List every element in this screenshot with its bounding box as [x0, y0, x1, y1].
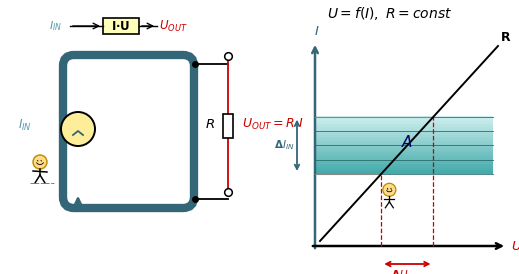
Text: $R$: $R$ [205, 118, 215, 130]
Bar [315, 125, 493, 127]
Text: $A$: $A$ [402, 134, 414, 150]
Bar [315, 135, 493, 137]
Bar [315, 172, 493, 174]
Text: $I_{IN}$: $I_{IN}$ [18, 118, 32, 133]
Circle shape [33, 155, 47, 169]
Bar [315, 165, 493, 167]
Text: $I_{IN}$: $I_{IN}$ [49, 19, 62, 33]
Bar [315, 148, 493, 150]
Bar [315, 138, 493, 139]
Bar [315, 122, 493, 124]
Bar [315, 128, 493, 130]
Bar [315, 169, 493, 171]
Bar [315, 132, 493, 134]
Bar [315, 116, 493, 118]
Bar [315, 155, 493, 157]
Bar [315, 149, 493, 151]
Bar [315, 146, 493, 148]
Bar [315, 156, 493, 158]
Bar [315, 134, 493, 135]
Bar [315, 136, 493, 138]
Bar [315, 144, 493, 145]
Bar [315, 161, 493, 162]
Bar [315, 166, 493, 168]
Bar [315, 153, 493, 155]
Bar [315, 119, 493, 121]
Bar [223, 114, 233, 138]
Text: $I$: $I$ [314, 25, 320, 38]
Bar [315, 164, 493, 165]
Bar [315, 152, 493, 154]
Bar [315, 159, 493, 161]
Bar [315, 131, 493, 132]
Text: $\mathbf{\Delta}U_{OUT}$: $\mathbf{\Delta}U_{OUT}$ [391, 268, 424, 274]
Bar [315, 151, 493, 152]
Circle shape [383, 183, 396, 196]
Bar [315, 171, 493, 172]
Bar [315, 142, 493, 144]
Text: $\mathbf{I{\cdot}U}$: $\mathbf{I{\cdot}U}$ [112, 19, 131, 33]
Bar [315, 158, 493, 159]
Bar [315, 162, 493, 164]
Text: $U_{OUT}$: $U_{OUT}$ [159, 18, 188, 33]
Bar [315, 139, 493, 141]
Bar [315, 127, 493, 128]
Bar [315, 145, 493, 147]
Text: $U$: $U$ [511, 241, 519, 253]
Bar [315, 121, 493, 122]
Text: $\mathbf{R}$: $\mathbf{R}$ [500, 31, 511, 44]
Bar [315, 118, 493, 120]
FancyBboxPatch shape [103, 18, 139, 34]
Bar [315, 129, 493, 131]
Bar [315, 124, 493, 125]
Text: $U_{OUT}{=}R{\cdot}I$: $U_{OUT}{=}R{\cdot}I$ [242, 116, 304, 132]
Text: $\mathbf{\Delta}I_{IN}$: $\mathbf{\Delta}I_{IN}$ [274, 138, 294, 152]
Bar [315, 168, 493, 170]
Text: $U{=}f(I),\ R{=}const$: $U{=}f(I),\ R{=}const$ [327, 5, 453, 22]
Circle shape [61, 112, 95, 146]
Bar [315, 141, 493, 142]
